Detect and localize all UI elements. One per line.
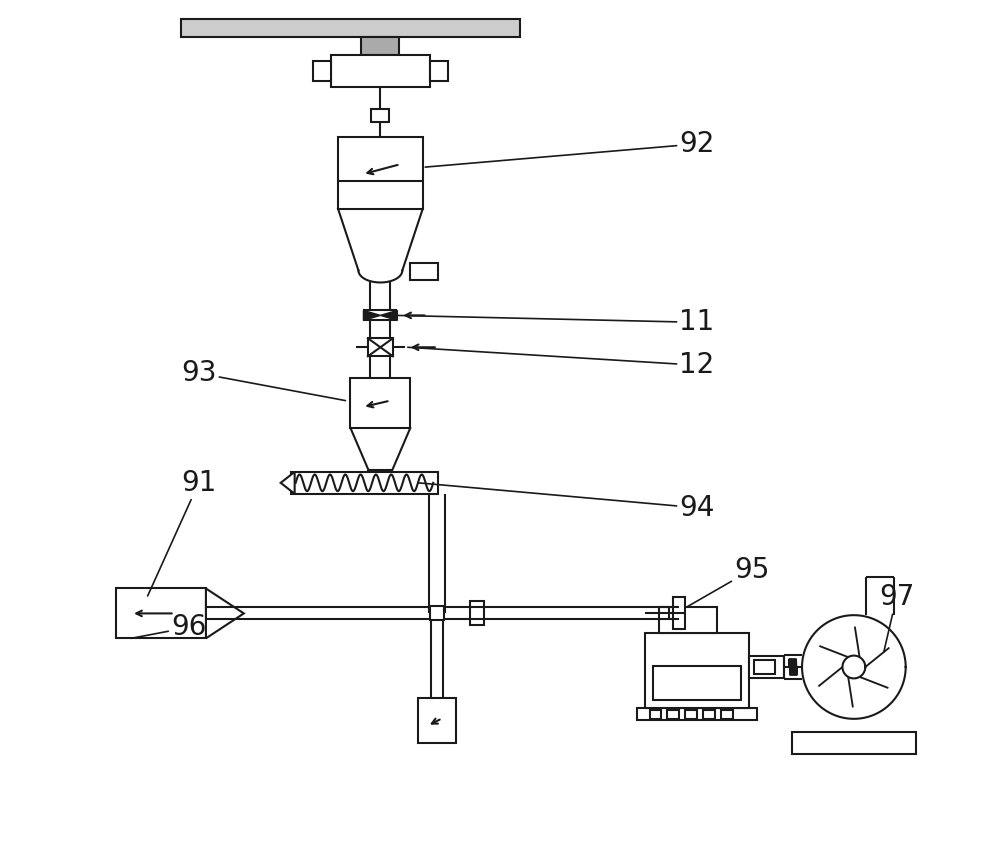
Bar: [430, 606, 444, 620]
Polygon shape: [363, 310, 380, 320]
Bar: [650, 709, 661, 719]
Polygon shape: [380, 310, 397, 320]
Text: 91: 91: [148, 469, 216, 596]
Polygon shape: [281, 472, 295, 494]
Bar: [338, 137, 423, 209]
Text: 97: 97: [879, 584, 914, 652]
Text: 96: 96: [131, 613, 206, 642]
Text: 12: 12: [408, 347, 715, 379]
Bar: [350, 378, 410, 428]
Bar: [653, 667, 741, 700]
Text: 92: 92: [425, 130, 715, 167]
Bar: [371, 109, 389, 122]
Text: 93: 93: [181, 359, 345, 401]
Text: 11: 11: [395, 308, 715, 336]
Bar: [792, 732, 916, 753]
Bar: [645, 633, 749, 708]
Polygon shape: [206, 589, 244, 638]
Bar: [667, 709, 679, 719]
Text: 95: 95: [686, 555, 770, 607]
Text: 94: 94: [418, 483, 715, 521]
Bar: [673, 598, 685, 630]
Bar: [368, 339, 393, 356]
Bar: [331, 55, 430, 87]
Bar: [754, 660, 775, 674]
Bar: [659, 607, 717, 633]
Bar: [418, 698, 456, 743]
Bar: [410, 262, 438, 281]
Bar: [721, 709, 733, 719]
Bar: [361, 37, 399, 55]
Bar: [470, 602, 484, 625]
Bar: [703, 709, 715, 719]
Bar: [116, 589, 206, 638]
Bar: [685, 709, 697, 719]
Bar: [637, 708, 757, 720]
Bar: [181, 19, 520, 37]
Bar: [291, 472, 438, 494]
Bar: [313, 61, 331, 81]
Bar: [749, 656, 784, 678]
Bar: [430, 61, 448, 81]
